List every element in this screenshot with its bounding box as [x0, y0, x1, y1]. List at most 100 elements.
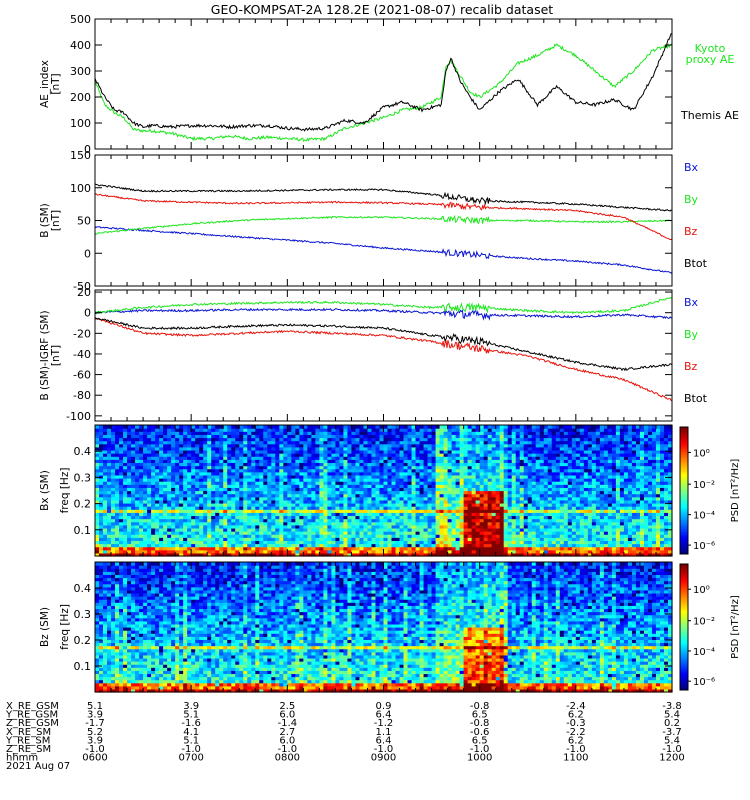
y-tick-label: 0.4: [74, 582, 92, 595]
ephemeris-value: 2.7: [279, 727, 295, 738]
ephemeris-value: -1.4: [278, 718, 298, 729]
ephemeris-value: 0800: [275, 753, 300, 764]
y-tick-label: 0.2: [74, 634, 92, 647]
y-tick-label: 0.1: [74, 524, 92, 537]
plot-frame: [94, 18, 673, 150]
colorbar: 10⁰ 10⁻² 10⁻⁴ 10⁻⁶ PSD [nT²/Hz]: [679, 426, 741, 555]
y-tick-label: 0: [84, 143, 91, 156]
y-tick-label: -100: [66, 410, 91, 423]
ephemeris-row-label: Z_RE_SM: [6, 744, 51, 755]
series-line-bx: [95, 307, 672, 321]
ephemeris-value: -0.3: [566, 718, 586, 729]
ephemeris-value: 5.4: [664, 735, 680, 746]
colorbar-frame: [679, 563, 689, 691]
ephemeris-value: -3.8: [662, 701, 682, 712]
series-line-kyoto-proxy-ae: [95, 43, 672, 143]
ephemeris-value: 6.0: [279, 735, 295, 746]
ephemeris-value: -1.7: [85, 718, 105, 729]
ephemeris-value: 5.1: [87, 701, 103, 712]
colorbar-tick-label: 10⁻⁶: [693, 677, 715, 688]
ephemeris-value: 3.9: [87, 735, 103, 746]
y-tick-label: 300: [70, 65, 91, 78]
spectrogram-image: [95, 562, 673, 693]
ephemeris-value: 0700: [178, 753, 203, 764]
ephemeris-value: -2.2: [566, 727, 586, 738]
colorbar-label: PSD [nT²/Hz]: [730, 595, 741, 659]
colorbar-tick-label: 10⁻²: [693, 480, 715, 491]
colorbar-tick-label: 10⁻⁴: [693, 511, 715, 522]
ephemeris-value: -1.0: [566, 744, 586, 755]
bx-spectrogram-panel: 0.10.20.30.4Bx (SM) freq [Hz]10⁰10⁻²10⁻⁴1…: [39, 424, 741, 557]
ephemeris-value: -1.0: [181, 744, 201, 755]
y-tick-label: 0: [84, 307, 91, 320]
bsm-panel: -50 0 50 100 150 B (SM)[nT] Bx By Bz Btot: [39, 149, 708, 293]
series-line-bz: [95, 317, 672, 402]
ephemeris-value: 0.2: [664, 718, 680, 729]
ephemeris-row-label: hhmm: [6, 753, 38, 764]
ephemeris-table: X_RE_GSMY_RE_GSMZ_RE_GSMX_RE_SMY_RE_SMZ_…: [5, 701, 685, 772]
ephemeris-row-label: X_RE_SM: [6, 727, 51, 738]
series-line-bz: [95, 192, 672, 241]
y-axis-label: B (SM)-IGRF (SM)[nT]: [39, 310, 62, 400]
legend-btot: Btot: [684, 392, 708, 405]
y-tick-label: 50: [77, 215, 91, 228]
colorbar: 10⁰ 10⁻² 10⁻⁴ 10⁻⁶ PSD [nT²/Hz]: [679, 563, 741, 691]
bsm-igrf-panel: -100 -80 -60 -40 -20 0 20 B (SM)-IGRF (SM)[nT] B…: [39, 286, 708, 423]
ephemeris-value: -0.6: [470, 727, 490, 738]
ephemeris-value: 0900: [371, 753, 396, 764]
ephemeris-value: -2.4: [566, 701, 586, 712]
plot-frame: [94, 154, 673, 287]
y-tick-label: 100: [70, 117, 91, 130]
ephemeris-value: 1200: [659, 753, 684, 764]
ephemeris-row-label: Y_RE_GSM: [5, 710, 58, 721]
ephemeris-value: 5.4: [664, 710, 680, 721]
legend-bz: Bz: [684, 225, 698, 238]
ephemeris-value: 4.1: [183, 727, 199, 738]
y-tick-label: -50: [73, 280, 91, 293]
ephemeris-value: -1.0: [278, 744, 298, 755]
ephemeris-row-label: X_RE_GSM: [6, 701, 59, 712]
ephemeris-row-label: Z_RE_GSM: [6, 718, 59, 729]
y-tick-label: -60: [73, 369, 91, 382]
legend-bz: Bz: [684, 360, 698, 373]
y-tick-label: 0.1: [74, 660, 92, 673]
legend-bx: Bx: [684, 161, 699, 174]
y-tick-label: 100: [70, 182, 91, 195]
y-tick-label: 0.4: [74, 445, 92, 458]
bz-spectrogram-panel: 0.10.20.30.4Bz (SM) freq [Hz]10⁰10⁻²10⁻⁴1…: [39, 561, 741, 693]
ephemeris-date: 2021 Aug 07: [6, 761, 70, 772]
ephemeris-value: 5.2: [87, 727, 103, 738]
ephemeris-value: 1.1: [376, 727, 392, 738]
legend-bx: Bx: [684, 296, 699, 309]
colorbar-tick-label: 10⁰: [693, 448, 710, 459]
ephemeris-value: 0600: [82, 753, 107, 764]
y-tick-label: 400: [70, 39, 91, 52]
ephemeris-row-label: Y_RE_SM: [5, 735, 50, 746]
legend-by: By: [684, 328, 699, 341]
y-tick-label: 150: [70, 149, 91, 162]
series-line-bx: [95, 226, 672, 274]
series-line-btot: [95, 316, 672, 372]
series-line-by: [95, 214, 672, 235]
series-line-by: [95, 297, 672, 315]
y-tick-label: -20: [73, 327, 91, 340]
y-axis-label: AE_index[nT]: [39, 60, 62, 108]
y-tick-label: 20: [77, 286, 91, 299]
ephemeris-value: -1.0: [85, 744, 105, 755]
legend-kyoto-proxy-ae: proxy AE: [686, 53, 735, 66]
ephemeris-value: 6.0: [279, 710, 295, 721]
ephemeris-value: 1000: [467, 753, 492, 764]
legend-kyoto-proxy-ae: Kyoto: [695, 42, 726, 55]
series-line-btot: [95, 183, 672, 212]
colorbar-frame: [679, 426, 689, 555]
y-axis-label: Bx (SM) freq [Hz]: [39, 468, 71, 514]
ephemeris-value: 3.9: [183, 701, 199, 712]
y-axis-label: Bz (SM) freq [Hz]: [39, 604, 71, 650]
ephemeris-value: 6.4: [376, 735, 392, 746]
ephemeris-value: -1.2: [374, 718, 394, 729]
ephemeris-value: 6.4: [376, 710, 392, 721]
y-tick-label: 0.3: [74, 608, 92, 621]
legend-btot: Btot: [684, 257, 708, 270]
